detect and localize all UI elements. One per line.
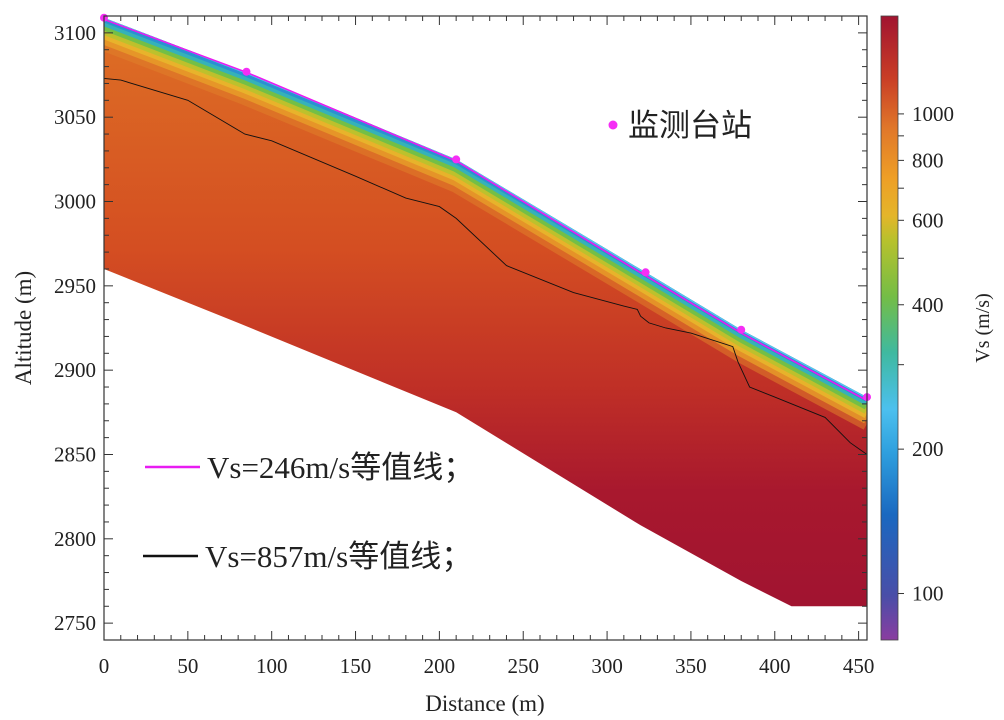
colorbar: 100 200 400 600 800 1000 Vs (m/s)	[880, 15, 994, 641]
station-marker	[737, 325, 746, 334]
axis-ticks: 0 50 100 150 200 250 300 350 400 450 2750 2800 2850 2…	[54, 15, 875, 678]
colorbar-gradient	[880, 15, 899, 641]
colorbar-tick-label: 600	[912, 208, 944, 232]
x-tick-label: 250	[507, 654, 539, 678]
station-marker	[452, 155, 461, 164]
x-tick-label: 50	[177, 654, 198, 678]
x-tick-label: 400	[759, 654, 791, 678]
legend-station-label: 监测台站	[628, 108, 752, 143]
y-tick-label: 2750	[54, 611, 96, 635]
x-axis-label: Distance (m)	[425, 691, 544, 716]
contour-vs-246	[103, 18, 868, 402]
plot-area: 0 50 100 150 200 250 300 350 400 450 2750 2800 2850 2…	[54, 13, 875, 678]
plot-frame	[103, 15, 868, 641]
colorbar-tick-label: 1000	[912, 102, 954, 126]
contour-vs-857	[103, 77, 868, 455]
y-tick-label: 2900	[54, 358, 96, 382]
x-tick-label: 150	[340, 654, 372, 678]
x-tick-label: 200	[424, 654, 456, 678]
y-tick-label: 2850	[54, 442, 96, 466]
y-tick-label: 2800	[54, 527, 96, 551]
colorbar-tick-label: 200	[912, 437, 944, 461]
legend-contour-246-label: Vs=246m/s等值线；	[207, 450, 474, 485]
station-marker	[641, 268, 650, 277]
colorbar-label: Vs (m/s)	[972, 293, 994, 362]
legend-station-marker	[608, 120, 618, 130]
x-tick-label: 450	[843, 654, 875, 678]
x-tick-label: 0	[99, 654, 110, 678]
x-tick-label: 300	[591, 654, 623, 678]
y-tick-label: 3050	[54, 105, 96, 129]
legend: 监测台站 Vs=246m/s等值线； Vs=857m/s等值线；	[143, 108, 752, 574]
y-tick-label: 3100	[54, 21, 96, 45]
colorbar-tick-label: 400	[912, 293, 944, 317]
y-tick-label: 3000	[54, 190, 96, 214]
colorbar-tick-label: 100	[912, 582, 944, 606]
y-tick-label: 2950	[54, 274, 96, 298]
y-axis-label: Altitude (m)	[11, 271, 36, 385]
x-tick-label: 350	[675, 654, 707, 678]
colorbar-tick-label: 800	[912, 148, 944, 172]
velocity-field	[104, 17, 867, 607]
x-tick-label: 100	[256, 654, 288, 678]
station-marker	[242, 67, 251, 76]
legend-contour-857-label: Vs=857m/s等值线；	[205, 539, 472, 574]
colorbar-ticks: 100 200 400 600 800 1000	[898, 102, 954, 606]
